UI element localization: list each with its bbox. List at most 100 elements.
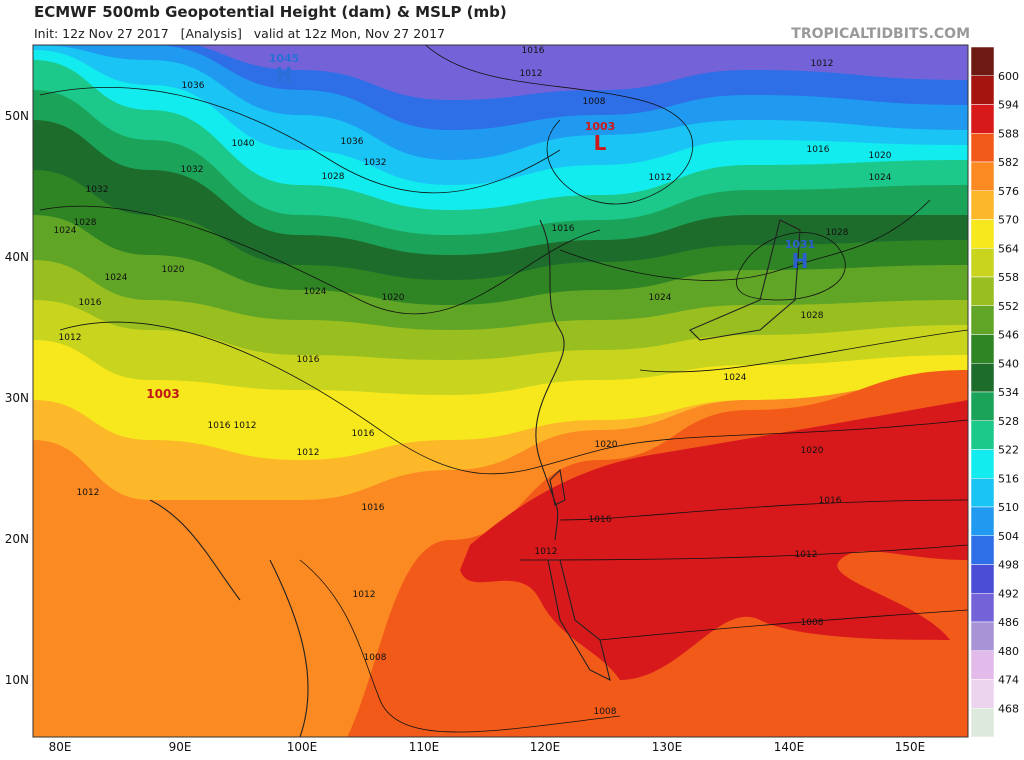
isobar-label: 1012: [59, 333, 82, 343]
colorbar-swatch: [970, 708, 995, 738]
isobar-label: 1012: [297, 448, 320, 458]
lon-label: 80E: [49, 740, 72, 754]
colorbar-label: 504: [998, 530, 1019, 543]
lat-label: 40N: [5, 250, 29, 264]
isobar: [639, 329, 968, 373]
isobar-label: 1012: [77, 488, 100, 498]
colorbar-label: 558: [998, 271, 1019, 284]
isobar-label: 1016: [79, 298, 102, 308]
colorbar-swatch: [970, 650, 995, 680]
isobars: [39, 45, 968, 737]
colorbar-label: 510: [998, 501, 1019, 514]
lon-label: 150E: [895, 740, 926, 754]
colorbar-swatch: [970, 75, 995, 105]
height-band: [338, 45, 968, 80]
colorbar-swatch: [970, 535, 995, 565]
isobar-label: 1024: [54, 226, 77, 236]
isobar-label: 1028: [74, 218, 97, 228]
isobar-label: 1016: [297, 355, 320, 365]
isobar-label: 1008: [801, 618, 824, 628]
isobar-label: 1016: [208, 421, 231, 431]
lat-label: 10N: [5, 673, 29, 687]
colorbar-label: 546: [998, 329, 1019, 342]
isobar: [599, 609, 968, 641]
colorbar-swatch: [970, 363, 995, 393]
colorbar-swatch: [970, 219, 995, 249]
isobar-label: 1032: [364, 158, 387, 168]
colorbar-swatch: [970, 506, 995, 536]
lon-label: 140E: [774, 740, 805, 754]
center-letter: H: [276, 63, 293, 87]
watermark: TROPICALTIDBITS.COM: [791, 26, 970, 42]
map-labels: 50N 40N 30N 20N 10N 80E 90E 100E 110E 120E 130E 140…: [5, 46, 926, 754]
lat-label: 30N: [5, 391, 29, 405]
map-frame: [32, 44, 969, 738]
colorbar-swatch: [970, 478, 995, 508]
isobar-label: 1012: [795, 550, 818, 560]
low-pressure-value: 1003: [146, 387, 179, 401]
colorbar-label: 498: [998, 559, 1019, 572]
isobar-label: 1012: [353, 590, 376, 600]
title: ECMWF 500mb Geopotential Height (dam) & …: [34, 3, 507, 21]
lon-label: 110E: [409, 740, 440, 754]
colorbar-swatch: [970, 133, 995, 163]
isobar-label: 1024: [304, 287, 327, 297]
isobar-label: 1024: [869, 173, 892, 183]
colorbar-label: 486: [998, 616, 1019, 629]
colorbar-label: 528: [998, 415, 1019, 428]
lon-label: 130E: [652, 740, 683, 754]
height-band: [460, 400, 968, 680]
colorbar-label: 516: [998, 472, 1019, 485]
isobar-label: 1012: [811, 59, 834, 69]
isobar-label: 1016: [807, 145, 830, 155]
isobar-label: 1012: [234, 421, 257, 431]
isobar-label: 1020: [382, 293, 405, 303]
colorbar-swatch: [970, 564, 995, 594]
lon-label: 120E: [530, 740, 561, 754]
colorbar-swatch: [970, 161, 995, 191]
isobar: [559, 199, 931, 281]
colorbar-swatch: [970, 334, 995, 364]
colorbar-label: 492: [998, 587, 1019, 600]
isobar: [39, 86, 561, 194]
isobar-label: 1016: [352, 429, 375, 439]
colorbar-swatch: [970, 104, 995, 134]
colorbar-swatch: [970, 679, 995, 709]
isobar-label: 1036: [182, 81, 205, 91]
colorbar-label: 588: [998, 127, 1019, 140]
lon-label: 100E: [287, 740, 318, 754]
isobar-label: 1020: [595, 440, 618, 450]
isobar-label: 1020: [869, 151, 892, 161]
map-area: [33, 45, 968, 737]
colorbar-label: 564: [998, 242, 1019, 255]
colorbar-label: 552: [998, 300, 1019, 313]
isobar-label: 1016: [522, 46, 545, 56]
isobar-label: 1028: [801, 311, 824, 321]
colorbar-swatch: [970, 449, 995, 479]
isobar-label: 1036: [341, 137, 364, 147]
isobar-label: 1028: [826, 228, 849, 238]
subtitle: Init: 12z Nov 27 2017 [Analysis] valid a…: [34, 26, 445, 41]
isobar-label: 1020: [162, 265, 185, 275]
colorbar-label: 468: [998, 702, 1019, 715]
center-letter: H: [792, 249, 809, 273]
colorbar-label: 540: [998, 357, 1019, 370]
isobar-label: 1032: [86, 185, 109, 195]
colorbar-label: 480: [998, 645, 1019, 658]
isobar: [59, 321, 968, 475]
colorbar-swatch: [970, 276, 995, 306]
colorbar-label: 582: [998, 156, 1019, 169]
center-value: 1045: [269, 52, 300, 65]
isobar-label: 1024: [105, 273, 128, 283]
isobar: [39, 205, 601, 315]
isobar: [425, 45, 694, 205]
isobar-label: 1012: [649, 173, 672, 183]
center-value: 1031: [785, 238, 816, 251]
colorbar-swatch: [970, 46, 995, 76]
isobar: [736, 232, 846, 301]
colorbar-swatch: [970, 593, 995, 623]
isobar-label: 1028: [322, 172, 345, 182]
colorbar-label: 576: [998, 185, 1019, 198]
isobar-label: 1024: [724, 373, 747, 383]
